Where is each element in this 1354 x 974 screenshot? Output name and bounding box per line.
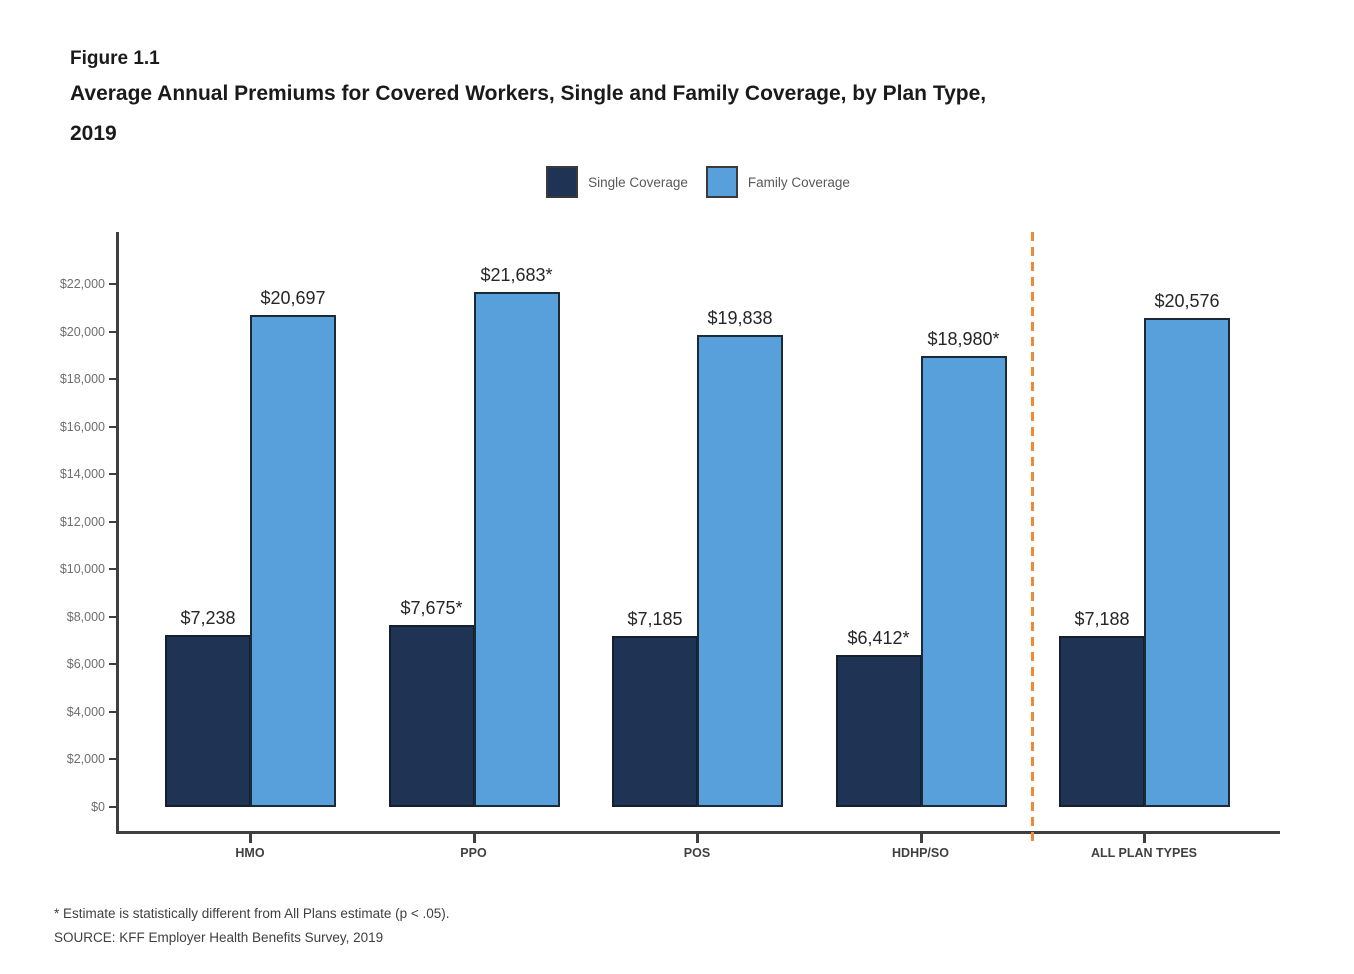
legend-label: Family Coverage xyxy=(747,174,850,190)
y-tick xyxy=(109,283,116,285)
bar-family xyxy=(1144,318,1230,807)
y-tick xyxy=(109,331,116,333)
y-tick xyxy=(109,426,116,428)
bar-single xyxy=(1059,636,1145,807)
bar-single xyxy=(835,655,922,807)
y-tick-label: $6,000 xyxy=(66,657,105,671)
y-tick xyxy=(109,616,116,618)
y-tick xyxy=(109,568,116,570)
x-axis-label: HDHP/SO xyxy=(892,846,949,860)
x-tick xyxy=(249,834,252,843)
bar-value-label: $20,576 xyxy=(1154,291,1220,311)
footnote-source: SOURCE: KFF Employer Health Benefits Sur… xyxy=(54,930,384,945)
y-tick xyxy=(109,806,116,808)
legend-swatch-icon xyxy=(546,166,579,198)
y-tick xyxy=(109,758,116,760)
legend-swatch-icon xyxy=(705,166,738,198)
y-tick-label: $16,000 xyxy=(59,420,105,434)
separator-line xyxy=(1031,232,1034,845)
y-tick-label: $20,000 xyxy=(59,325,105,339)
bar-single xyxy=(612,636,698,807)
y-tick xyxy=(109,473,116,475)
bar-value-label: $18,980* xyxy=(927,329,1000,349)
x-axis-line xyxy=(116,831,1280,834)
bar-family xyxy=(920,356,1007,807)
y-tick-label: $22,000 xyxy=(59,277,105,291)
y-tick-label: $18,000 xyxy=(59,372,105,386)
bar-value-label: $19,838 xyxy=(707,308,773,328)
y-tick-label: $0 xyxy=(91,800,105,814)
y-axis-line xyxy=(116,232,119,834)
x-axis-label: PPO xyxy=(460,846,487,860)
bar-single xyxy=(165,635,251,807)
y-tick-label: $14,000 xyxy=(59,467,105,481)
y-tick xyxy=(109,663,116,665)
y-tick xyxy=(109,378,116,380)
x-axis-label: HMO xyxy=(235,846,265,860)
figure-label: Figure 1.1 xyxy=(70,48,160,69)
figure-title: Average Annual Premiums for Covered Work… xyxy=(70,82,987,105)
figure-year: 2019 xyxy=(70,122,117,145)
bar-family xyxy=(250,315,336,807)
x-tick xyxy=(696,834,699,843)
bar-single xyxy=(388,625,475,807)
y-tick-label: $2,000 xyxy=(66,752,105,766)
bar-value-label: $7,185 xyxy=(627,609,683,629)
bar-value-label: $21,683* xyxy=(480,265,553,285)
y-tick-label: $4,000 xyxy=(66,705,105,719)
y-tick-label: $12,000 xyxy=(59,515,105,529)
legend-label: Single Coverage xyxy=(588,174,688,190)
bar-family xyxy=(473,292,560,807)
title-block: Figure 1.1 Average Annual Premiums for C… xyxy=(70,44,1254,154)
bar-value-label: $7,675* xyxy=(400,598,463,618)
footnote-asterisk: * Estimate is statistically different fr… xyxy=(54,906,450,921)
x-axis-label: POS xyxy=(683,846,711,860)
bar-value-label: $7,238 xyxy=(180,608,236,628)
y-tick-label: $8,000 xyxy=(66,610,105,624)
x-axis-label: ALL PLAN TYPES xyxy=(1090,846,1198,860)
legend-item: Family Coverage xyxy=(705,166,850,198)
legend: Single Coverage Family Coverage xyxy=(116,164,1280,200)
bar-family xyxy=(697,335,783,807)
bar-value-label: $20,697 xyxy=(260,288,326,308)
bar-value-label: $7,188 xyxy=(1074,609,1130,629)
x-tick xyxy=(472,834,476,843)
y-tick-label: $10,000 xyxy=(59,562,105,576)
y-tick xyxy=(109,521,116,523)
footnotes: * Estimate is statistically different fr… xyxy=(54,902,450,950)
x-tick xyxy=(919,834,923,843)
x-tick xyxy=(1143,834,1146,843)
legend-item: Single Coverage xyxy=(546,166,688,198)
bar-value-label: $6,412* xyxy=(847,628,910,648)
y-tick xyxy=(109,711,116,713)
